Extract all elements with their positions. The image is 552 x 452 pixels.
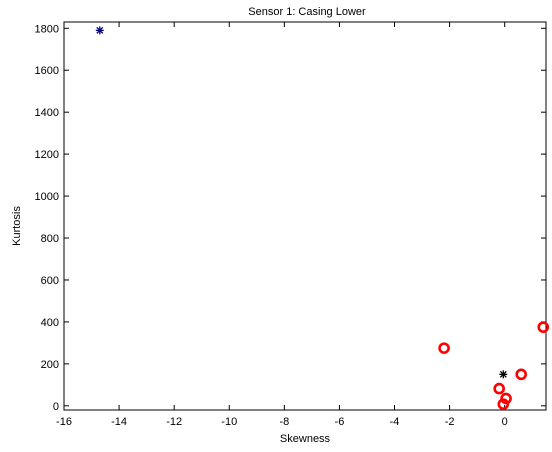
x-tick-label: -6 <box>335 416 345 428</box>
y-axis-label: Kurtosis <box>11 206 23 246</box>
x-tick-label: -12 <box>166 416 182 428</box>
data-point-circle <box>515 368 528 381</box>
data-point-asterisk <box>95 26 104 35</box>
y-tick-label: 1600 <box>35 65 59 77</box>
data-point-asterisk <box>499 370 508 379</box>
y-tick-label: 1800 <box>35 23 59 35</box>
data-point-circle <box>438 342 450 354</box>
data-points <box>95 26 550 410</box>
y-tick-label: 200 <box>41 359 59 371</box>
x-tick-label: -10 <box>221 416 237 428</box>
y-tick-label: 1200 <box>35 149 59 161</box>
y-tick-label: 1400 <box>35 107 59 119</box>
y-tick-label: 1000 <box>35 191 59 203</box>
asterisk-stroke <box>96 26 104 34</box>
y-tick-label: 0 <box>53 401 59 413</box>
y-tick-label: 600 <box>41 275 59 287</box>
data-point-circle <box>497 398 510 410</box>
axes: -16 -14 -12 -10 -8 -6 -4 -2 0 0 200 400 600 800 1000 12… <box>35 21 547 428</box>
y-tick-label: 400 <box>41 317 59 329</box>
asterisk-stroke <box>499 370 507 378</box>
x-tick-label: -8 <box>279 416 289 428</box>
data-point-circle <box>493 382 505 395</box>
x-tick-label: 0 <box>502 416 508 428</box>
plot-frame <box>63 21 547 411</box>
y-tick-label: 800 <box>41 233 59 245</box>
data-point-circle <box>500 392 512 405</box>
x-tick-label: -4 <box>390 416 400 428</box>
x-axis-label: Skewness <box>280 433 331 445</box>
x-tick-label: -14 <box>111 416 127 428</box>
x-tick-label: -2 <box>445 416 455 428</box>
x-tick-label: -16 <box>56 416 72 428</box>
data-point-circle <box>537 321 550 333</box>
chart-title: Sensor 1: Casing Lower <box>248 6 366 18</box>
